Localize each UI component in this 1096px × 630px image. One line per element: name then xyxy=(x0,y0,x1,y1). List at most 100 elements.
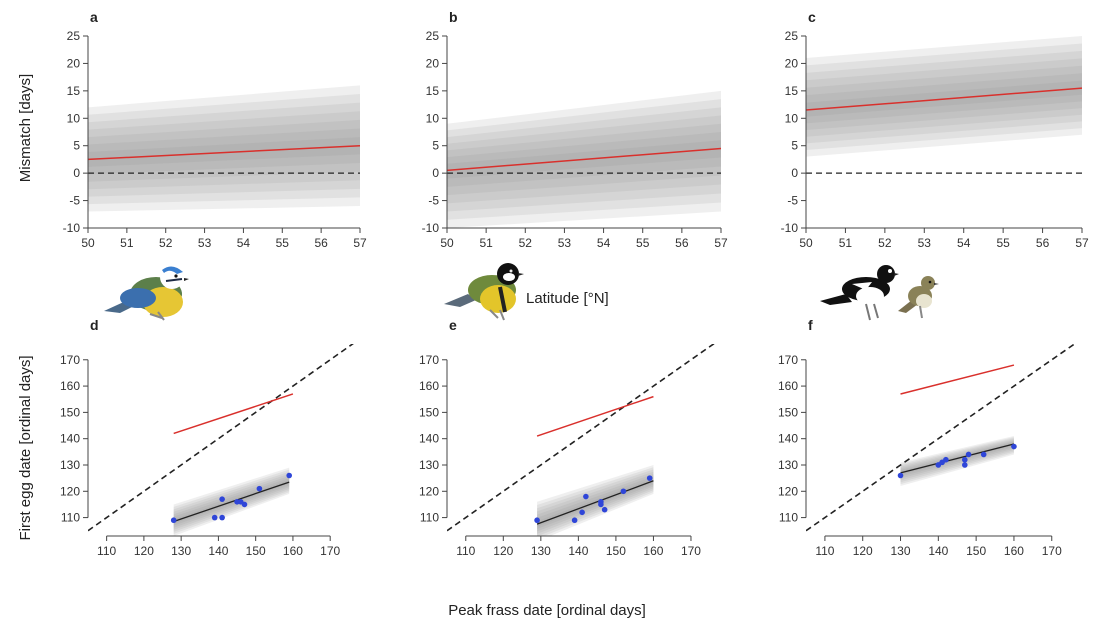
y-tick-label: -5 xyxy=(428,194,439,208)
x-tick-label: 55 xyxy=(636,236,650,250)
uncertainty-band-layer xyxy=(806,43,1082,151)
uncertainty-band-layer xyxy=(806,50,1082,144)
uncertainty-band-layer xyxy=(900,441,1014,477)
pied-flycatcher-illustration xyxy=(820,265,899,321)
x-tick-label: 50 xyxy=(440,236,454,250)
panel-letter: e xyxy=(449,317,457,333)
data-point xyxy=(219,514,225,521)
x-tick-label: 160 xyxy=(643,544,663,558)
uncertainty-band-layer xyxy=(900,438,1014,483)
plot-area-b xyxy=(447,90,721,228)
y-tick-label: 110 xyxy=(420,511,439,525)
data-point xyxy=(961,456,968,463)
great-tit-illustration xyxy=(444,263,524,321)
x-tick-label: 55 xyxy=(996,236,1010,250)
one-to-one-line xyxy=(806,344,1076,532)
x-tick-label: 120 xyxy=(493,544,513,558)
uncertainty-band-layer xyxy=(537,467,654,536)
y-axis-title-top: Mismatch [days] xyxy=(17,74,34,182)
y-tick-label: 130 xyxy=(60,458,80,472)
y-tick-label: 10 xyxy=(67,111,81,125)
data-point xyxy=(256,485,263,492)
x-tick-label: 52 xyxy=(519,236,533,250)
one-to-one-line xyxy=(88,344,354,532)
y-tick-label: -10 xyxy=(781,221,799,235)
y-tick-label: -5 xyxy=(787,194,798,208)
panel-b: -10 -5 0 5 10 15 20 25 50 51 52 53 54 55 56 57 b xyxy=(422,9,728,250)
x-tick-label: 57 xyxy=(714,236,728,250)
x-tick-label: 52 xyxy=(878,236,892,250)
y-tick-label: 20 xyxy=(785,56,799,70)
data-point xyxy=(241,501,248,508)
panel-e: 110 120 130 140 150 160 170 110 120 130 140 150 160 1… xyxy=(419,317,715,558)
panel-c: -10 -5 0 5 10 15 20 25 50 51 52 53 54 55 56 57 c xyxy=(781,9,1089,250)
x-tick-label: 51 xyxy=(839,236,853,250)
data-point xyxy=(571,517,578,524)
uncertainty-band-layer xyxy=(900,437,1014,485)
x-tick-label: 140 xyxy=(928,544,948,558)
uncertainty-band-layer xyxy=(806,65,1082,131)
panel-letter: b xyxy=(449,9,458,25)
x-tick-label: 56 xyxy=(675,236,689,250)
regression-fit-line xyxy=(173,481,290,523)
y-tick-label: 5 xyxy=(73,139,80,153)
x-tick-label: 170 xyxy=(681,544,701,558)
x-tick-label: 56 xyxy=(1036,236,1050,250)
data-point xyxy=(601,506,608,513)
data-point xyxy=(961,462,968,468)
panel-letter: f xyxy=(808,317,813,333)
x-tick-label: 53 xyxy=(918,236,932,250)
regression-fit-line xyxy=(900,443,1015,474)
mismatch-trend-line xyxy=(447,147,721,172)
x-tick-label: 54 xyxy=(957,236,971,250)
uncertainty-band-layer xyxy=(88,93,360,205)
uncertainty-band-layer xyxy=(900,436,1014,487)
female-flycatcher-illustration xyxy=(898,276,939,319)
y-tick-label: -10 xyxy=(63,221,81,235)
y-tick-label: 5 xyxy=(791,139,798,153)
y-tick-label: -5 xyxy=(69,194,80,208)
x-tick-label: 50 xyxy=(799,236,813,250)
x-tick-label: 160 xyxy=(283,544,303,558)
y-tick-label: 120 xyxy=(419,484,439,498)
uncertainty-band-layer xyxy=(900,440,1014,479)
x-tick-label: 53 xyxy=(558,236,572,250)
plot-area-f xyxy=(806,344,1076,532)
x-tick-label: 150 xyxy=(606,544,626,558)
panel-f: 110 120 130 140 150 160 170 110 120 130 140 150 160 1… xyxy=(778,317,1076,558)
x-tick-label: 110 xyxy=(97,544,116,558)
x-tick-label: 140 xyxy=(568,544,588,558)
x-tick-label: 54 xyxy=(237,236,251,250)
panel-letter: d xyxy=(90,317,99,333)
y-tick-label: 120 xyxy=(60,484,80,498)
y-tick-label: -10 xyxy=(422,221,440,235)
y-tick-label: 5 xyxy=(432,139,439,153)
uncertainty-band-layer xyxy=(900,439,1014,481)
uncertainty-band-layer xyxy=(88,128,360,175)
x-tick-label: 57 xyxy=(353,236,367,250)
x-tick-label: 57 xyxy=(1075,236,1089,250)
uncertainty-band-layer xyxy=(806,73,1082,124)
data-point xyxy=(646,475,653,481)
red-reference-line xyxy=(173,393,294,435)
blue-tit-illustration xyxy=(104,265,189,321)
data-point xyxy=(897,472,904,479)
plot-area-d xyxy=(88,344,354,536)
panel-letter: a xyxy=(90,9,98,25)
uncertainty-band-layer xyxy=(88,111,360,190)
x-tick-label: 53 xyxy=(198,236,212,250)
uncertainty-band-layer xyxy=(537,464,654,536)
regression-fit-line xyxy=(536,480,654,525)
uncertainty-band-layer xyxy=(806,36,1082,157)
data-point xyxy=(620,488,627,495)
data-point xyxy=(211,514,218,521)
y-tick-label: 20 xyxy=(67,56,81,70)
y-tick-label: 160 xyxy=(419,379,439,393)
data-point xyxy=(598,501,604,508)
y-tick-label: 25 xyxy=(426,29,440,43)
x-tick-label: 51 xyxy=(479,236,493,250)
data-point xyxy=(286,472,293,479)
panel-a: -10 -5 0 5 10 15 20 25 50 51 52 53 54 55 56 57 a xyxy=(63,9,367,250)
mismatch-trend-line xyxy=(88,144,360,161)
x-axis-title-bottom: Peak frass date [ordinal days] xyxy=(448,602,646,619)
